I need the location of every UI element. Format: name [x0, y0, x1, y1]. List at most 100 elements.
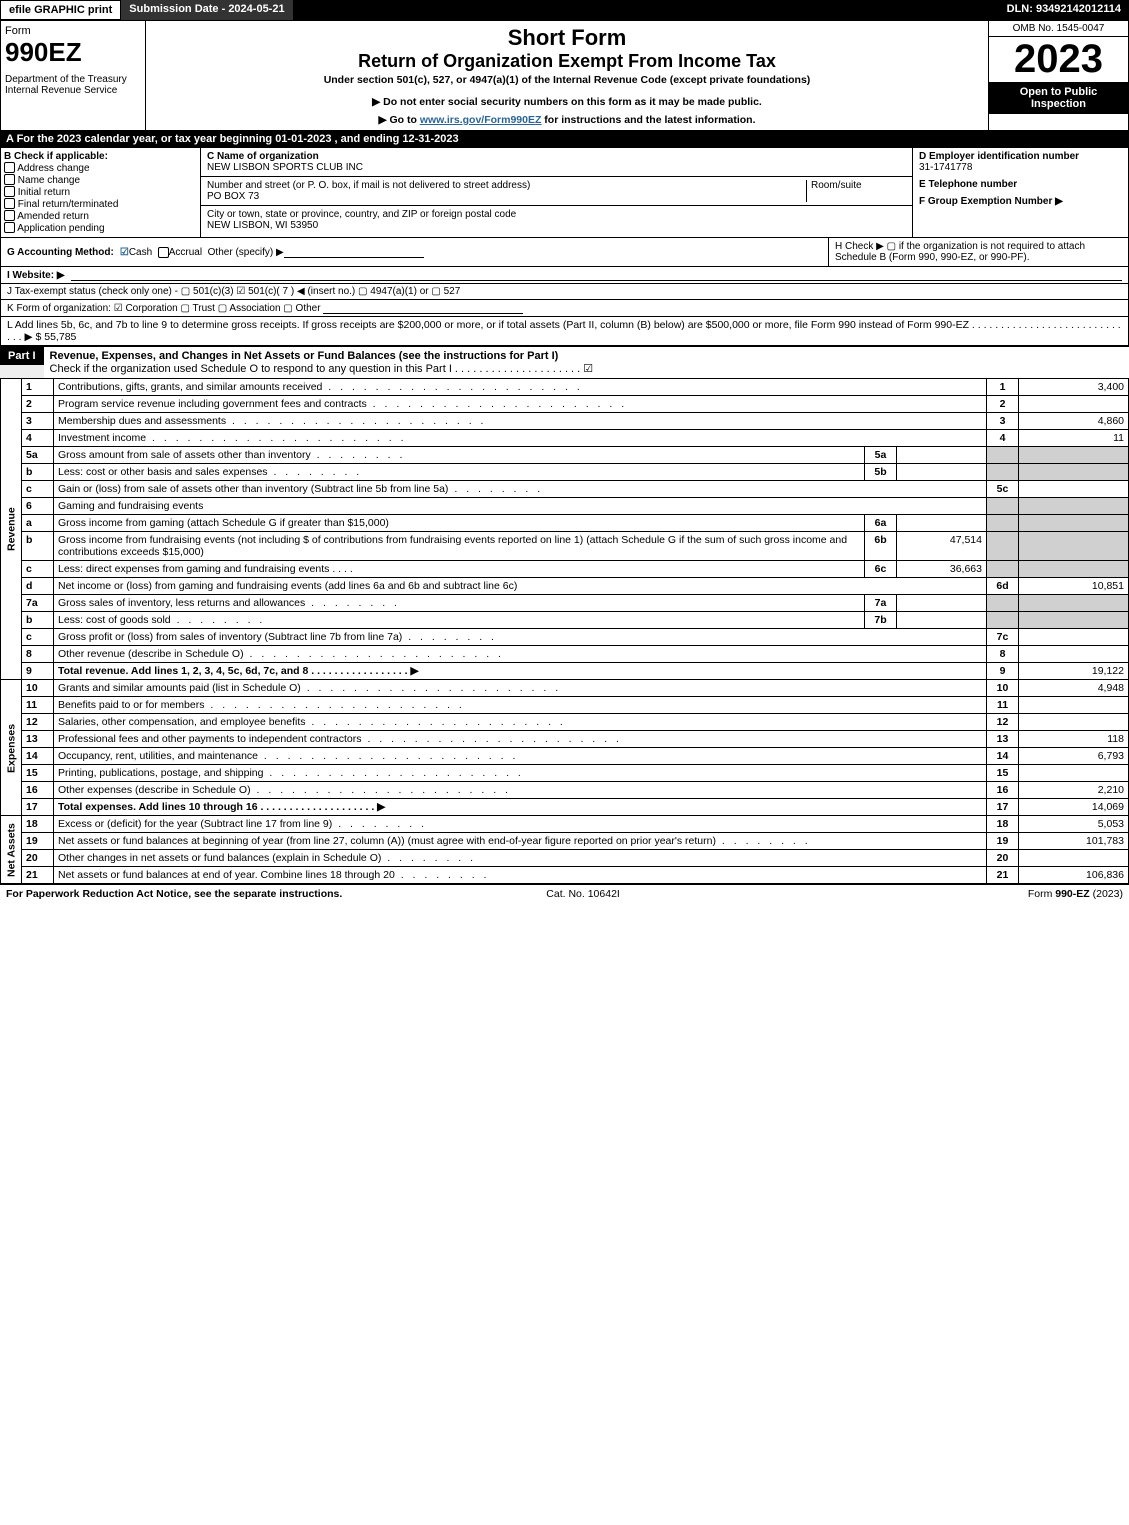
- other-spec: Other (specify) ▶: [208, 247, 284, 258]
- d18: Excess or (deficit) for the year (Subtra…: [58, 818, 427, 830]
- d19: Net assets or fund balances at beginning…: [58, 835, 811, 847]
- mv5b: [897, 464, 987, 481]
- n5c: c: [22, 481, 54, 498]
- line-k-text: K Form of organization: ☑ Corporation ▢ …: [7, 303, 321, 314]
- n6c: c: [22, 561, 54, 578]
- n13: 13: [22, 731, 54, 748]
- d4: Investment income: [58, 432, 406, 444]
- lbl-address: Address change: [17, 163, 89, 174]
- form-header: Form 990EZ Department of the Treasury In…: [0, 20, 1129, 131]
- d6: Gaming and fundraising events: [54, 498, 987, 515]
- v18: 5,053: [1019, 816, 1129, 833]
- note-goto: ▶ Go to www.irs.gov/Form990EZ for instru…: [150, 114, 984, 126]
- d7c: Gross profit or (loss) from sales of inv…: [58, 631, 497, 643]
- n4: 4: [22, 430, 54, 447]
- irs-link[interactable]: www.irs.gov/Form990EZ: [420, 114, 542, 126]
- d6c: Less: direct expenses from gaming and fu…: [58, 563, 329, 575]
- v11: [1019, 697, 1129, 714]
- v15: [1019, 765, 1129, 782]
- r4: 4: [987, 430, 1019, 447]
- n12: 12: [22, 714, 54, 731]
- room-suite: Room/suite: [806, 180, 906, 202]
- n7a: 7a: [22, 595, 54, 612]
- chk-cash[interactable]: ☑: [120, 247, 129, 258]
- v16: 2,210: [1019, 782, 1129, 799]
- m5a: 5a: [865, 447, 897, 464]
- line-k: K Form of organization: ☑ Corporation ▢ …: [0, 300, 1129, 317]
- m7b: 7b: [865, 612, 897, 629]
- r12: 12: [987, 714, 1019, 731]
- n7b: b: [22, 612, 54, 629]
- side-expenses: Expenses: [1, 680, 22, 816]
- sh6a: [987, 515, 1019, 532]
- r17: 17: [987, 799, 1019, 816]
- r18: 18: [987, 816, 1019, 833]
- shv5b: [1019, 464, 1129, 481]
- tax-year: 2023: [989, 37, 1128, 82]
- chk-accrual[interactable]: [158, 247, 169, 258]
- dept: Department of the Treasury Internal Reve…: [5, 74, 141, 96]
- n15: 15: [22, 765, 54, 782]
- r1: 1: [987, 379, 1019, 396]
- r19: 19: [987, 833, 1019, 850]
- line-j: J Tax-exempt status (check only one) - ▢…: [0, 284, 1129, 300]
- d5b: Less: cost or other basis and sales expe…: [58, 466, 362, 478]
- dln: DLN: 93492142012114: [999, 0, 1129, 20]
- mv6c: 36,663: [897, 561, 987, 578]
- ein: 31-1741778: [919, 162, 972, 173]
- top-bar: efile GRAPHIC print Submission Date - 20…: [0, 0, 1129, 20]
- footer-mid: Cat. No. 10642I: [546, 888, 620, 900]
- mv5a: [897, 447, 987, 464]
- d8: Other revenue (describe in Schedule O): [58, 648, 504, 660]
- part-i-title: Revenue, Expenses, and Changes in Net As…: [50, 350, 559, 362]
- chk-final[interactable]: [4, 198, 15, 209]
- d5a: Gross amount from sale of assets other t…: [58, 449, 405, 461]
- city: NEW LISBON, WI 53950: [207, 220, 318, 231]
- n10: 10: [22, 680, 54, 697]
- m7a: 7a: [865, 595, 897, 612]
- d2: Program service revenue including govern…: [58, 398, 627, 410]
- n19: 19: [22, 833, 54, 850]
- v4: 11: [1019, 430, 1129, 447]
- n5b: b: [22, 464, 54, 481]
- note-ssn: ▶ Do not enter social security numbers o…: [150, 96, 984, 108]
- r3: 3: [987, 413, 1019, 430]
- d6a: Gross income from gaming (attach Schedul…: [54, 515, 865, 532]
- street: PO BOX 73: [207, 191, 259, 202]
- part-i-header: Part I Revenue, Expenses, and Changes in…: [0, 346, 1129, 378]
- title-return: Return of Organization Exempt From Incom…: [150, 51, 984, 72]
- footer-right: Form 990-EZ (2023): [1028, 888, 1123, 900]
- d21: Net assets or fund balances at end of ye…: [58, 869, 489, 881]
- part-i-check: Check if the organization used Schedule …: [50, 363, 594, 375]
- mv6b: 47,514: [897, 532, 987, 561]
- r15: 15: [987, 765, 1019, 782]
- chk-name[interactable]: [4, 174, 15, 185]
- n17: 17: [22, 799, 54, 816]
- sh5a: [987, 447, 1019, 464]
- form-word: Form: [5, 25, 141, 37]
- chk-amended[interactable]: [4, 210, 15, 221]
- box-b: B Check if applicable: Address change Na…: [1, 148, 201, 237]
- n6b: b: [22, 532, 54, 561]
- r21: 21: [987, 867, 1019, 884]
- accrual: Accrual: [169, 247, 202, 258]
- d7b: Less: cost of goods sold: [58, 614, 265, 626]
- r13: 13: [987, 731, 1019, 748]
- chk-initial[interactable]: [4, 186, 15, 197]
- d9: Total revenue. Add lines 1, 2, 3, 4, 5c,…: [58, 665, 419, 677]
- c-label-city: City or town, state or province, country…: [207, 209, 516, 220]
- chk-pending[interactable]: [4, 222, 15, 233]
- mv7a: [897, 595, 987, 612]
- part-i-label: Part I: [0, 347, 44, 365]
- chk-address[interactable]: [4, 162, 15, 173]
- v1: 3,400: [1019, 379, 1129, 396]
- sh5b: [987, 464, 1019, 481]
- r8: 8: [987, 646, 1019, 663]
- form-number: 990EZ: [5, 37, 141, 68]
- m6b: 6b: [865, 532, 897, 561]
- n11: 11: [22, 697, 54, 714]
- n6a: a: [22, 515, 54, 532]
- v17: 14,069: [1019, 799, 1129, 816]
- mv6a: [897, 515, 987, 532]
- f-label: F Group Exemption Number ▶: [919, 196, 1063, 207]
